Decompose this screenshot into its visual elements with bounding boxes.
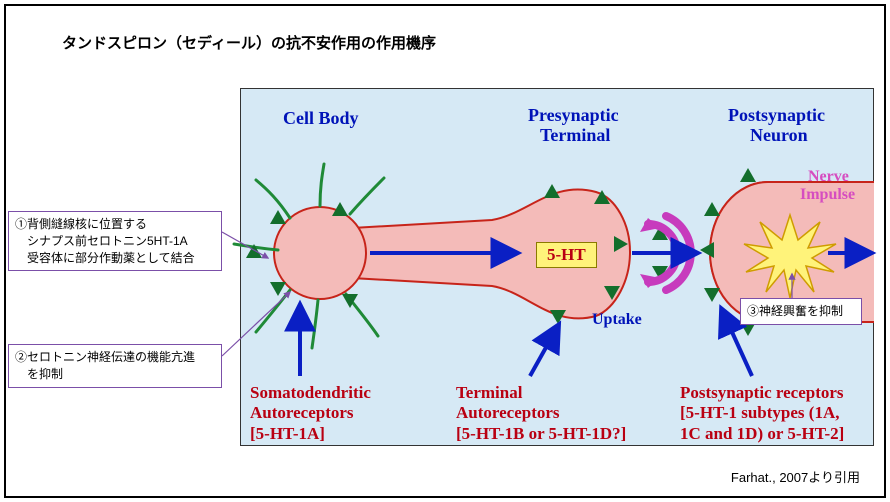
caption-term-3: [5-HT-1B or 5-HT-1D?]	[456, 424, 666, 444]
annotation-1-line2: シナプス前セロトニン5HT-1A	[15, 233, 215, 250]
label-postsynaptic-1: Postsynaptic	[728, 105, 825, 126]
annotation-3: ③神経興奮を抑制	[740, 298, 862, 325]
caption-soma-2: Autoreceptors	[250, 403, 410, 423]
label-nerve-impulse-1: Nerve	[808, 168, 849, 186]
label-uptake: Uptake	[592, 311, 642, 329]
citation: Farhat., 2007より引用	[731, 467, 860, 486]
annotation-2-line2: を抑制	[15, 366, 215, 383]
annotation-1-line1: ①背側縫線核に位置する	[15, 216, 215, 233]
label-5ht: 5-HT	[536, 242, 597, 268]
label-presynaptic-1: Presynaptic	[528, 105, 619, 126]
annotation-1: ①背側縫線核に位置する シナプス前セロトニン5HT-1A 受容体に部分作動薬とし…	[8, 211, 222, 271]
annotation-3-text: ③神経興奮を抑制	[747, 304, 843, 318]
caption-soma-3: [5-HT-1A]	[250, 424, 410, 444]
label-presynaptic-2: Terminal	[540, 125, 610, 146]
label-cell-body: Cell Body	[283, 108, 359, 129]
caption-term-2: Autoreceptors	[456, 403, 666, 423]
annotation-2: ②セロトニン神経伝達の機能亢進 を抑制	[8, 344, 222, 388]
caption-soma-1: Somatodendritic	[250, 383, 410, 403]
caption-post-1: Postsynaptic receptors	[680, 383, 880, 403]
slide-title: タンドスピロン（セディール）の抗不安作用の作用機序	[62, 32, 436, 53]
annotation-2-line1: ②セロトニン神経伝達の機能亢進	[15, 349, 215, 366]
annotation-1-line3: 受容体に部分作動薬として結合	[15, 250, 215, 267]
label-nerve-impulse-2: Impulse	[800, 186, 855, 204]
caption-post-3: 1C and 1D) or 5-HT-2]	[680, 424, 880, 444]
caption-post-2: [5-HT-1 subtypes (1A,	[680, 403, 880, 423]
caption-term-1: Terminal	[456, 383, 666, 403]
label-postsynaptic-2: Neuron	[750, 125, 808, 146]
